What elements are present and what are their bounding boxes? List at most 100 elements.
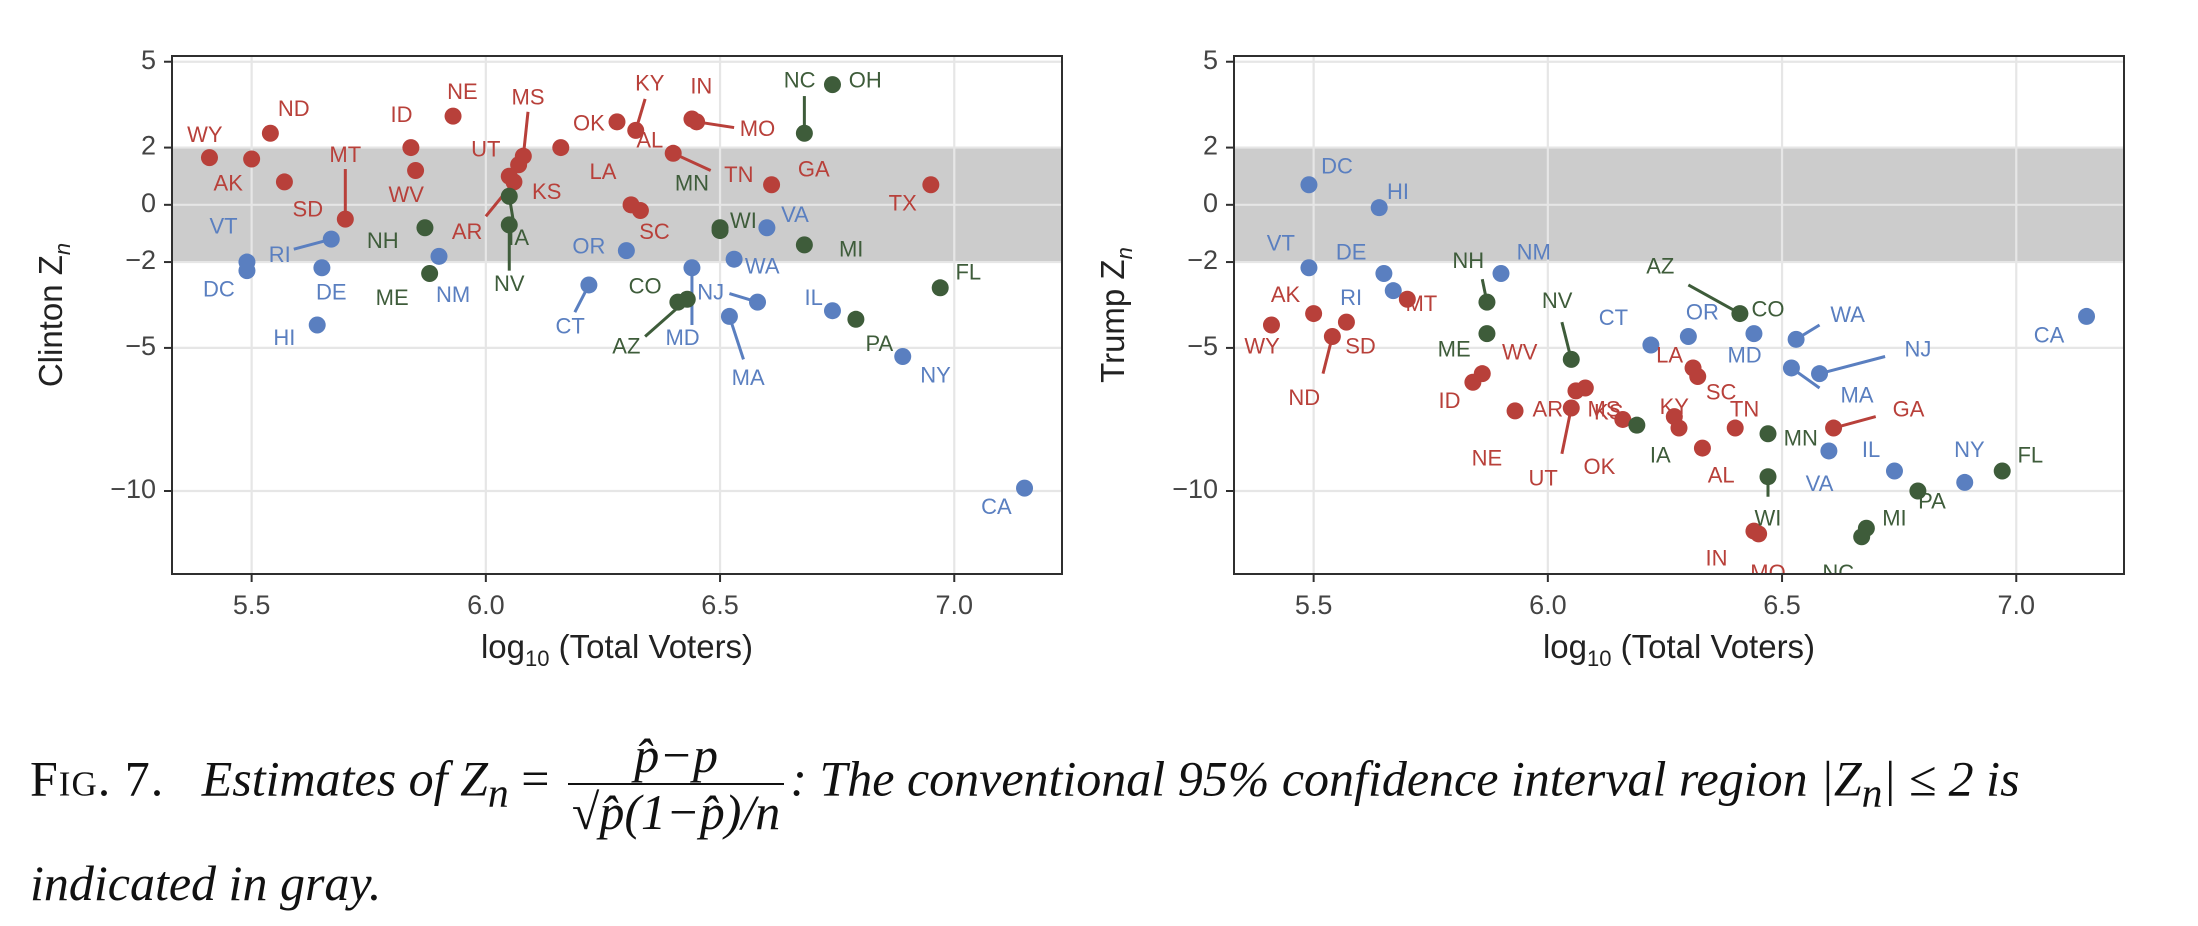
point-oh (823, 76, 841, 94)
caption-pre: Estimates of Z (201, 750, 488, 807)
label-nd: ND (1288, 385, 1320, 410)
plot-frame (171, 55, 1063, 575)
label-ca: CA (2034, 322, 2065, 347)
x-axis-title: log10 (Total Voters) (481, 628, 753, 671)
label-wa: WA (1830, 302, 1865, 327)
point-vt (1300, 259, 1318, 277)
caption-sub-n-2: n (1861, 770, 1883, 817)
point-nv (1562, 350, 1580, 368)
point-wi (1759, 468, 1777, 486)
y-tick-label: −5 (1187, 331, 1218, 361)
point-fl (1993, 462, 2011, 480)
point-wi (711, 219, 729, 237)
point-nh (416, 219, 434, 237)
label-ut: UT (1528, 465, 1557, 490)
x-axis-title-main: log (1543, 628, 1587, 665)
caption-eq: = (508, 750, 562, 807)
y-tick-label: 2 (141, 131, 156, 161)
label-vt: VT (1267, 231, 1295, 256)
leader-line-nj (1819, 355, 1886, 376)
plot-content: WY ND AK MT SD ID WV NE UT MS AR KS LA OK KY IN AL MO SC TN… (187, 68, 1034, 519)
point-nh (1478, 293, 1496, 311)
label-il: IL (1862, 437, 1880, 462)
point-me (421, 265, 439, 283)
label-de: DE (316, 279, 347, 304)
point-nv (500, 216, 518, 234)
x-tick-label: 5.5 (233, 590, 271, 620)
point-al (1693, 439, 1711, 457)
point-nj (749, 293, 767, 311)
label-wi: WI (730, 208, 757, 233)
label-vt: VT (209, 214, 237, 239)
label-mo: MO (1750, 560, 1785, 585)
label-co: CO (1752, 297, 1785, 322)
point-sd (275, 173, 293, 191)
y-tick-label: −10 (110, 474, 156, 504)
point-ga (1825, 419, 1843, 437)
label-sc: SC (1706, 380, 1737, 405)
point-tn (1726, 419, 1744, 437)
point-nd (1323, 327, 1341, 345)
point-hi (1370, 199, 1388, 217)
point-de (313, 259, 331, 277)
figure-caption: Fig. 7. Estimates of Zn = p̂−p √p̂(1−p̂)/… (30, 728, 2170, 926)
label-pa: PA (1918, 488, 1946, 513)
label-wv: WV (388, 182, 424, 207)
label-or: OR (572, 234, 605, 259)
x-axis-title-rest: (Total Voters) (549, 628, 753, 665)
label-ak: AK (214, 171, 244, 196)
x-tick-label: 6.0 (467, 590, 505, 620)
point-md (1745, 325, 1763, 343)
point-ia (1628, 416, 1646, 434)
point-ny (1956, 473, 1974, 491)
y-tick-label: −2 (125, 245, 156, 275)
label-id: ID (391, 102, 413, 127)
label-co: CO (629, 274, 662, 299)
y-axis-title: Clinton Zn (32, 243, 75, 387)
point-wa (1787, 330, 1805, 348)
point-ar (505, 173, 523, 191)
y-axis-title: Trump Zn (1094, 247, 1137, 383)
point-nj (1811, 365, 1829, 383)
label-md: MD (1727, 342, 1761, 367)
label-nj: NJ (1904, 337, 1931, 362)
x-tick-label: 7.0 (1997, 590, 2035, 620)
label-sd: SD (1345, 334, 1376, 359)
label-ct: CT (1599, 305, 1628, 330)
label-ia: IA (508, 225, 529, 250)
plot-frame (1233, 55, 2125, 575)
point-ma (720, 307, 738, 325)
point-ak (243, 150, 261, 168)
point-id (402, 139, 420, 157)
y-tick-label: −10 (1172, 474, 1218, 504)
leader-line-az (1687, 283, 1741, 315)
caption-fraction: p̂−p √p̂(1−p̂)/n (567, 728, 785, 840)
label-ok: OK (1583, 454, 1615, 479)
plot-content: DC HI VT DE RI NM CT OR MD WA NJ MA IL VA NY CA AK WY ND SD… (1244, 153, 2096, 585)
label-ks: KS (1594, 400, 1623, 425)
label-ny: NY (1954, 437, 1985, 462)
label-ny: NY (920, 362, 951, 387)
label-ri: RI (1340, 285, 1362, 310)
point-ne (1506, 402, 1524, 420)
y-tick-label: 5 (141, 45, 156, 75)
label-ri: RI (269, 242, 291, 267)
point-wy (1305, 305, 1323, 323)
label-tx: TX (889, 191, 917, 216)
label-ok: OK (573, 110, 605, 135)
label-me: ME (1438, 337, 1471, 362)
label-az: AZ (1646, 254, 1674, 279)
y-tick-label: 5 (1203, 45, 1218, 75)
trump-panel: DC HI VT DE RI NM CT OR MD WA NJ MA IL VA NY CA AK WY ND SD… (1094, 45, 2125, 671)
y-tick-label: 2 (1203, 131, 1218, 161)
label-ma: MA (1841, 382, 1874, 407)
point-dc (238, 262, 256, 280)
point-az (678, 290, 696, 308)
label-mt: MT (329, 142, 361, 167)
fraction-numerator: p̂−p (567, 728, 785, 785)
point-nc (1853, 528, 1871, 546)
label-nh: NH (1452, 248, 1484, 273)
point-nd (261, 124, 279, 142)
point-la (552, 139, 570, 157)
point-ma (1782, 359, 1800, 377)
